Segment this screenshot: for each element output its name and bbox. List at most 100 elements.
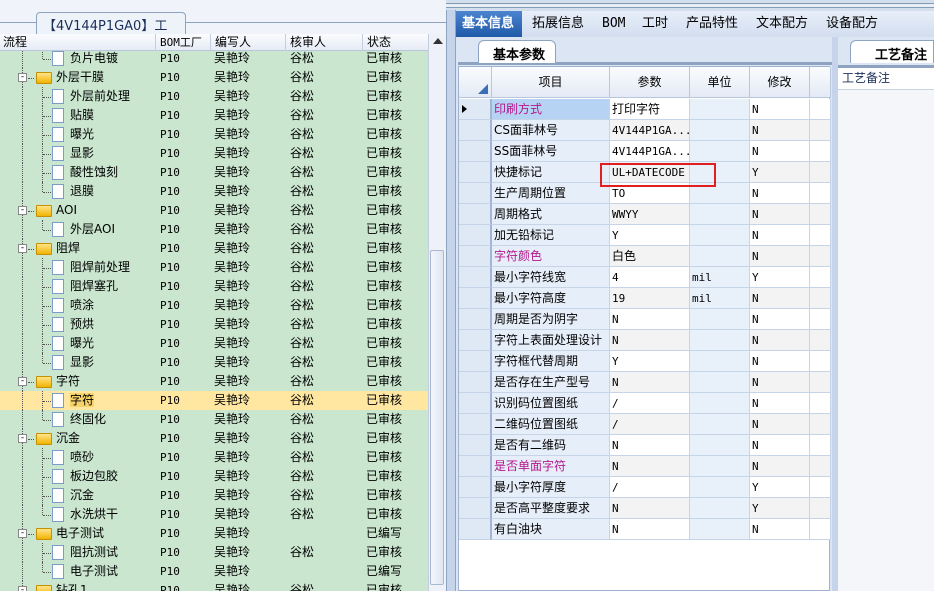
param-value[interactable]: N [610,435,690,456]
param-modified[interactable]: N [750,183,810,204]
row-indicator[interactable] [459,246,492,267]
flow-row[interactable]: - 外层干膜 P10 吴艳玲 谷松 已审核 [0,68,428,87]
panel-splitter[interactable] [446,10,456,591]
param-unit[interactable] [690,351,750,372]
param-value[interactable]: UL+DATECODE [610,162,690,183]
flow-row[interactable]: 曝光 P10 吴艳玲 谷松 已审核 [0,125,428,144]
param-row[interactable]: 二维码位置图纸 / N [459,414,831,435]
param-modified[interactable]: N [750,120,810,141]
param-value[interactable]: / [610,414,690,435]
flow-name-cell[interactable]: 阻焊塞孔 [52,277,118,296]
flow-name-cell[interactable]: 钻孔1 [36,581,88,591]
flow-row[interactable]: 阻抗测试 P10 吴艳玲 谷松 已审核 [0,543,428,562]
param-item[interactable]: 字符颜色 [492,246,610,267]
param-row[interactable]: 字符上表面处理设计 N N [459,330,831,351]
flow-row[interactable]: - 阻焊 P10 吴艳玲 谷松 已审核 [0,239,428,258]
param-modified[interactable]: N [750,456,810,477]
param-unit[interactable] [690,330,750,351]
flow-name-cell[interactable]: 预烘 [52,315,94,334]
param-modified[interactable]: N [750,99,810,120]
flow-name-cell[interactable]: 阻抗测试 [52,543,118,562]
flow-name-cell[interactable]: 板边包胶 [52,467,118,486]
flow-row[interactable]: 板边包胶 P10 吴艳玲 谷松 已审核 [0,467,428,486]
flow-name-cell[interactable]: 曝光 [52,125,94,144]
collapse-icon[interactable]: - [18,434,27,443]
param-modified[interactable]: N [750,225,810,246]
flow-name-cell[interactable]: 电子测试 [52,562,118,581]
param-unit[interactable] [690,414,750,435]
param-modified[interactable]: Y [750,162,810,183]
flow-name-cell[interactable]: AOI [36,201,77,220]
param-item[interactable]: CS面菲林号 [492,120,610,141]
param-unit[interactable] [690,519,750,540]
col-writer[interactable]: 编写人 [210,34,285,51]
row-indicator[interactable] [459,435,492,456]
param-item[interactable]: 是否存在生产型号 [492,372,610,393]
param-value[interactable]: 19 [610,288,690,309]
tab-text-recipe[interactable]: 文本配方 [756,16,809,31]
collapse-icon[interactable]: - [18,244,27,253]
flow-row[interactable]: 外层前处理 P10 吴艳玲 谷松 已审核 [0,87,428,106]
param-modified[interactable]: N [750,351,810,372]
flow-row[interactable]: 水洗烘干 P10 吴艳玲 谷松 已审核 [0,505,428,524]
flow-row[interactable]: 沉金 P10 吴艳玲 谷松 已审核 [0,486,428,505]
param-item[interactable]: 字符框代替周期 [492,351,610,372]
row-indicator[interactable] [459,519,492,540]
flow-row[interactable]: 喷涂 P10 吴艳玲 谷松 已审核 [0,296,428,315]
param-unit[interactable] [690,99,750,120]
tab-basic-params[interactable]: 基本参数 [478,40,556,63]
flow-row[interactable]: - 沉金 P10 吴艳玲 谷松 已审核 [0,429,428,448]
param-value[interactable]: N [610,456,690,477]
flow-name-cell[interactable]: 显影 [52,144,94,163]
param-item[interactable]: 最小字符高度 [492,288,610,309]
flow-row[interactable]: 字符 P10 吴艳玲 谷松 已审核 [0,391,428,410]
param-item[interactable]: 是否高平整度要求 [492,498,610,519]
collapse-icon[interactable]: - [18,529,27,538]
param-value[interactable]: N [610,330,690,351]
flow-row[interactable]: 退膜 P10 吴艳玲 谷松 已审核 [0,182,428,201]
param-unit[interactable] [690,162,750,183]
tab-basic-info[interactable]: 基本信息 [456,11,522,37]
param-row[interactable]: 是否高平整度要求 N Y [459,498,831,519]
param-unit[interactable] [690,393,750,414]
flow-row[interactable]: 曝光 P10 吴艳玲 谷松 已审核 [0,334,428,353]
param-row[interactable]: 加无铅标记 Y N [459,225,831,246]
row-indicator[interactable] [459,141,492,162]
row-indicator[interactable] [459,267,492,288]
param-unit[interactable]: mil [690,267,750,288]
param-modified[interactable]: N [750,309,810,330]
flow-row[interactable]: 贴膜 P10 吴艳玲 谷松 已审核 [0,106,428,125]
tab-product-features[interactable]: 产品特性 [686,16,739,31]
param-unit[interactable] [690,204,750,225]
flow-row[interactable]: 电子测试 P10 吴艳玲 已编写 [0,562,428,581]
row-indicator[interactable] [459,477,492,498]
flow-name-cell[interactable]: 外层前处理 [52,87,130,106]
param-row[interactable]: 周期格式 WWYY N [459,204,831,225]
param-row[interactable]: 是否单面字符 N N [459,456,831,477]
param-row[interactable]: 生产周期位置 TO N [459,183,831,204]
flow-row[interactable]: - 字符 P10 吴艳玲 谷松 已审核 [0,372,428,391]
param-unit[interactable] [690,141,750,162]
param-modified[interactable]: Y [750,498,810,519]
collapse-icon[interactable]: - [18,206,27,215]
param-value[interactable]: Y [610,225,690,246]
row-indicator[interactable] [459,330,492,351]
col-unit[interactable]: 单位 [690,67,750,98]
flow-name-cell[interactable]: 终固化 [52,410,106,429]
param-item[interactable]: 识别码位置图纸 [492,393,610,414]
flow-row[interactable]: - AOI P10 吴艳玲 谷松 已审核 [0,201,428,220]
param-modified[interactable]: N [750,372,810,393]
param-modified[interactable]: Y [750,477,810,498]
param-item[interactable]: 二维码位置图纸 [492,414,610,435]
collapse-icon[interactable]: - [18,377,27,386]
param-modified[interactable]: N [750,393,810,414]
param-modified[interactable]: N [750,435,810,456]
param-value[interactable]: 白色 [610,246,690,267]
flow-name-cell[interactable]: 退膜 [52,182,94,201]
param-row[interactable]: 字符颜色 白色 N [459,246,831,267]
param-unit[interactable] [690,435,750,456]
row-indicator[interactable] [459,498,492,519]
row-indicator[interactable] [459,288,492,309]
row-indicator[interactable] [459,99,492,120]
col-value[interactable]: 参数 [610,67,690,98]
